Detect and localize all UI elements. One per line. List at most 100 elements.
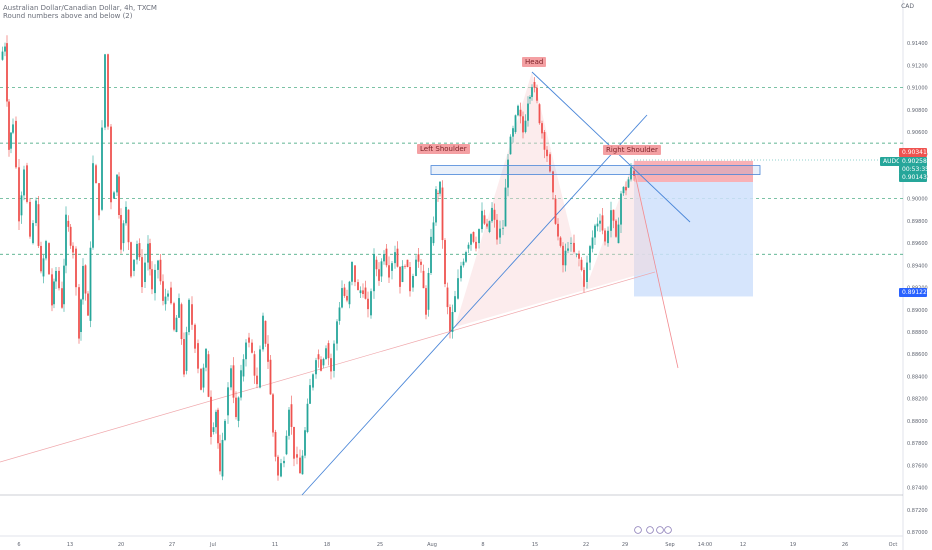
candle-body xyxy=(78,287,80,339)
left-shoulder-label: Left Shoulder xyxy=(417,144,470,154)
time-tick-label: 25 xyxy=(377,542,383,548)
time-tick-label: 15 xyxy=(532,542,538,548)
candle-body xyxy=(449,307,451,332)
candle-body xyxy=(159,259,162,282)
time-tick-label: 18 xyxy=(324,542,330,548)
candle-body xyxy=(341,288,343,308)
candle-body xyxy=(378,269,380,281)
candle-body xyxy=(15,120,17,168)
candle-body xyxy=(517,105,519,116)
candle-body xyxy=(253,354,256,376)
candle-body xyxy=(212,427,215,432)
candle-body xyxy=(432,222,435,244)
price-tick-label: 0.87400 xyxy=(907,486,928,492)
time-tick-label: 27 xyxy=(169,542,175,548)
candle-body xyxy=(315,360,317,375)
candle-body xyxy=(601,215,604,231)
candle-body xyxy=(502,227,504,229)
currency-label: CAD xyxy=(901,3,914,10)
time-tick-label: 14:00 xyxy=(698,542,712,548)
candle-body xyxy=(406,259,409,268)
time-tick-label: 22 xyxy=(583,542,589,548)
candle-body xyxy=(248,337,250,343)
candle-body xyxy=(460,265,462,279)
candle-body xyxy=(412,275,414,288)
candle-body xyxy=(293,426,295,459)
shoulder-base-line xyxy=(0,271,656,463)
candle-body xyxy=(207,354,210,397)
candle-body xyxy=(620,193,622,225)
candle-body xyxy=(232,365,235,398)
candle-body xyxy=(441,187,444,241)
candle-body xyxy=(427,272,430,310)
candle-body xyxy=(309,385,311,404)
time-tick-label: Jul xyxy=(209,542,216,548)
candle-body xyxy=(221,439,224,477)
candle-body xyxy=(235,397,237,418)
candle-body xyxy=(224,420,226,440)
candle-body xyxy=(80,299,82,332)
candle-body xyxy=(465,252,467,262)
candle-body xyxy=(197,343,199,369)
candle-body xyxy=(118,176,120,215)
candle-body xyxy=(219,443,221,472)
candle-body xyxy=(478,229,480,244)
candle-body xyxy=(422,270,425,289)
candle-body xyxy=(444,240,446,285)
candle-body xyxy=(578,253,580,259)
candle-body xyxy=(110,126,112,203)
candle-body xyxy=(559,237,562,246)
candle-body xyxy=(610,210,612,231)
candle-body xyxy=(29,201,31,237)
candle-body xyxy=(519,109,522,117)
ticker-box: AUDCAD xyxy=(880,157,913,166)
candle-body xyxy=(10,132,12,149)
candle-body xyxy=(8,101,10,150)
candle-body xyxy=(82,265,84,300)
candle-body xyxy=(267,343,269,362)
economic-event-icon xyxy=(646,526,654,534)
candle-body xyxy=(533,82,536,88)
price-tick-label: 0.87200 xyxy=(907,508,928,514)
candle-body xyxy=(604,230,606,242)
candle-body xyxy=(343,287,346,296)
candle-body xyxy=(580,259,583,270)
candle-body xyxy=(280,463,282,477)
candle-body xyxy=(491,207,493,222)
candle-body xyxy=(205,348,207,368)
economic-event-icon xyxy=(664,526,672,534)
candle-body xyxy=(120,214,122,250)
candle-body xyxy=(472,232,475,242)
price-tick-label: 0.90000 xyxy=(907,197,928,203)
candle-body xyxy=(415,259,417,276)
stop-loss-price-box: 0.90341 xyxy=(899,148,927,157)
candle-body xyxy=(116,174,118,193)
price-tick-label: 0.89400 xyxy=(907,263,928,269)
candle-body xyxy=(451,311,454,332)
candle-body xyxy=(617,224,620,244)
candle-body xyxy=(304,430,306,456)
candle-body xyxy=(183,339,185,375)
candle-body xyxy=(622,186,625,194)
candle-body xyxy=(546,149,548,157)
candle-body xyxy=(607,230,609,244)
candle-body xyxy=(157,260,159,270)
head-label: Head xyxy=(522,57,547,67)
candle-body xyxy=(394,252,396,264)
candle-body xyxy=(191,304,193,325)
candle-body xyxy=(18,167,20,222)
time-tick-label: 29 xyxy=(622,542,628,548)
price-tick-label: 0.91200 xyxy=(907,63,928,69)
candle-body xyxy=(61,288,63,308)
price-tick-label: 0.89800 xyxy=(907,219,928,225)
candle-body xyxy=(367,298,369,310)
candle-body xyxy=(317,354,320,360)
candle-body xyxy=(65,214,67,266)
candle-body xyxy=(430,236,432,273)
candle-body xyxy=(475,241,477,249)
pattern-fill xyxy=(437,72,655,327)
candle-body xyxy=(104,54,106,128)
candle-body xyxy=(437,193,439,194)
economic-event-icon xyxy=(656,526,664,534)
